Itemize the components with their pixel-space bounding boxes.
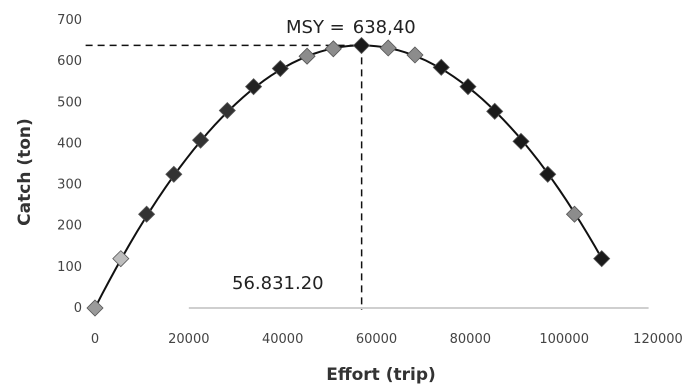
data-point (324, 40, 342, 58)
y-tick-label: 500 (57, 95, 82, 110)
y-tick-label: 600 (57, 54, 82, 69)
y-tick-label: 700 (57, 13, 82, 28)
y-tick-label: 300 (57, 178, 82, 193)
x-axis-title: Effort (trip) (326, 365, 436, 385)
x-tick-label: 120000 (633, 332, 683, 347)
data-point (245, 78, 263, 96)
data-point (379, 39, 397, 57)
data-point (512, 132, 530, 150)
data-point (432, 58, 450, 76)
data-point (486, 102, 504, 120)
data-point (271, 59, 289, 78)
data-point (298, 47, 316, 65)
msy-label-text: MSY = (286, 17, 345, 38)
fitted-curve (94, 44, 603, 309)
data-point (112, 250, 130, 268)
msy-label: MSY = 638,40 (286, 17, 416, 38)
data-point (539, 165, 557, 183)
y-tick-label: 200 (57, 219, 82, 234)
x-axis-ticks: 0 20000 40000 60000 80000 100000 120000 (91, 332, 683, 347)
data-point (218, 101, 236, 120)
x-tick-label: 40000 (262, 332, 303, 347)
y-axis-ticks: 0 100 200 300 400 500 600 700 (57, 13, 82, 316)
x-tick-label: 100000 (539, 332, 589, 347)
msy-value: 638,40 (353, 17, 416, 38)
data-point (459, 78, 477, 96)
data-point (86, 299, 104, 317)
x-tick-label: 80000 (450, 332, 491, 347)
data-point (406, 46, 424, 64)
x-tick-label: 20000 (168, 332, 209, 347)
data-point (593, 250, 611, 268)
x-tick-label: 0 (91, 332, 99, 347)
y-tick-label: 0 (74, 301, 82, 316)
x-tick-label: 60000 (356, 332, 397, 347)
data-point (565, 205, 584, 223)
data-point (165, 165, 183, 183)
y-tick-label: 400 (57, 136, 82, 151)
data-point (191, 131, 210, 149)
y-tick-label: 100 (57, 260, 82, 275)
data-points (86, 36, 611, 317)
data-point (138, 205, 156, 223)
effort-optimum-label: 56.831.20 (232, 273, 324, 294)
data-point (352, 36, 371, 55)
y-axis-title: Catch (ton) (15, 118, 35, 226)
